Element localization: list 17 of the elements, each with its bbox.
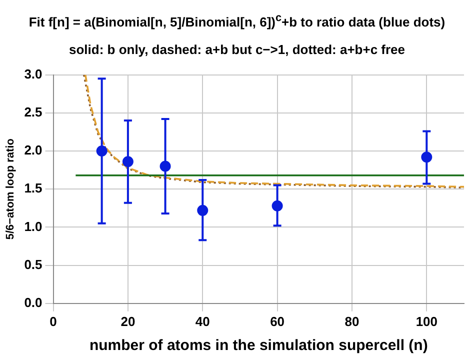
y-tick-label: 3.0	[24, 66, 42, 82]
y-tick-label: 1.5	[24, 180, 42, 196]
chart-subtitle: solid: b only, dashed: a+b but c−>1, dotted: a+b+c free	[68, 42, 406, 59]
chart-title: Fit f[n] = a(Binomial[n, 5]/Binomial[n, 6])$^{c}$+b to ratio data (blue dots)	[28, 11, 446, 32]
x-tick-label: 60	[270, 314, 285, 329]
x-tick-label: 40	[195, 314, 210, 329]
x-axis-title: number of atoms in the simulation supercell (n)	[89, 337, 428, 354]
y-tick-label: 2.5	[24, 104, 42, 120]
y-tick-label: 0.5	[24, 256, 42, 272]
x-tick-label: 80	[344, 314, 360, 329]
x-tick-label: 20	[120, 314, 136, 329]
x-tick-label: 0	[50, 314, 57, 329]
y-tick-label: 2.0	[24, 142, 42, 158]
x-tick-label: 100	[416, 314, 438, 329]
y-tick-label: 0.0	[24, 294, 42, 310]
y-tick-label: 1.0	[24, 218, 42, 234]
y-axis-title: 5/6−atom loop ratio	[4, 138, 17, 240]
